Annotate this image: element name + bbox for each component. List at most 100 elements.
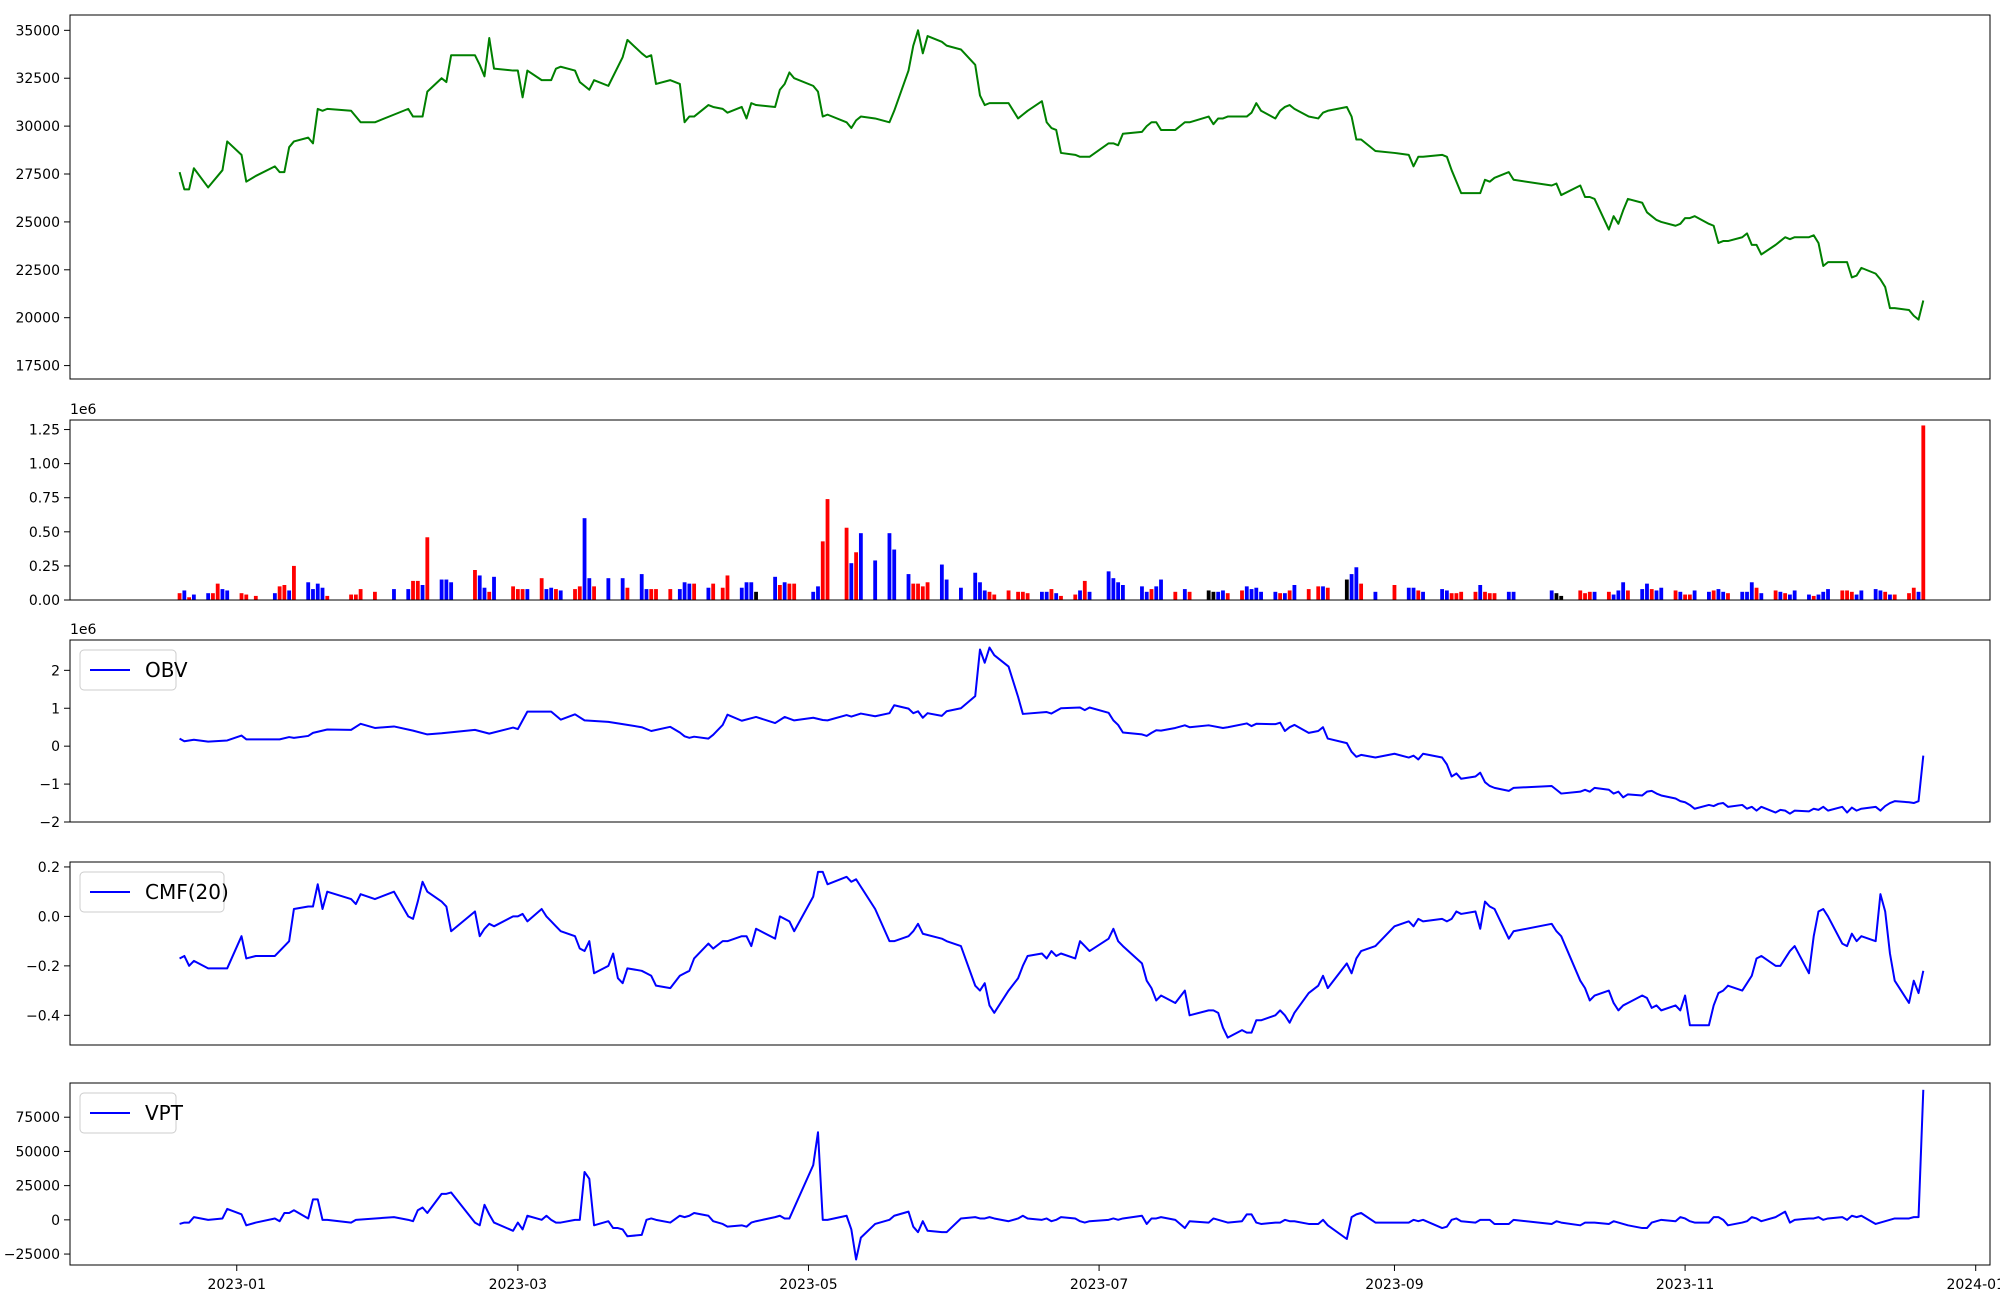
volume-bar (411, 580, 415, 600)
volume-bar (1459, 591, 1464, 600)
volume-bar (1259, 591, 1263, 600)
volume-bar (811, 591, 816, 600)
volume-bar (911, 583, 916, 600)
volume-bar (916, 583, 920, 600)
volume-bar (1316, 586, 1321, 600)
volume-bar (744, 582, 749, 600)
volume-bar (1592, 591, 1597, 600)
volume-bar (1645, 583, 1649, 600)
volume-bar (282, 585, 287, 600)
volume-bar (1221, 590, 1225, 600)
volume-bar (873, 560, 878, 600)
volume-bar (887, 533, 892, 600)
volume-bar (982, 590, 987, 600)
volume-bar (1149, 589, 1154, 600)
volume-bar (1292, 585, 1297, 600)
volume-bar (1787, 594, 1792, 600)
volume-bar (1087, 591, 1092, 600)
cmf-plot-area (179, 870, 1925, 1039)
vpt-plot-area (179, 1089, 1925, 1261)
volume-bar (1411, 587, 1416, 600)
volume-bar (1759, 593, 1764, 600)
volume-bar (306, 582, 311, 600)
volume-bar (1807, 594, 1811, 600)
volume-bar (420, 585, 425, 600)
volume-bar (1106, 571, 1111, 600)
volume-bar (1344, 579, 1349, 600)
volume-bar (1078, 590, 1082, 600)
volume-bar (1120, 585, 1125, 600)
price-ytick-label: 17500 (15, 359, 60, 375)
volume-bar (1606, 591, 1611, 600)
vpt-ytick-label: 75000 (15, 1110, 60, 1126)
volume-bar (211, 593, 215, 600)
x-tick-label: 2023-11 (1656, 1277, 1715, 1293)
volume-bar (939, 564, 944, 600)
volume-bar (777, 585, 782, 600)
volume-bar (582, 518, 587, 600)
volume-bar (1859, 590, 1864, 600)
volume-bar (406, 589, 411, 600)
volume-bar (606, 578, 611, 600)
volume-ytick-label: 0.00 (29, 593, 60, 609)
volume-bar (1416, 590, 1421, 600)
x-tick-label: 2023-03 (489, 1277, 548, 1293)
volume-bar (1711, 590, 1716, 600)
volume-bar (644, 589, 649, 600)
volume-bar (1626, 590, 1630, 600)
price-frame (69, 14, 1991, 380)
volume-bar (687, 583, 692, 600)
volume-bar (1616, 590, 1621, 600)
volume-bar (1225, 593, 1230, 600)
volume-bar (177, 593, 182, 600)
volume-bar (782, 582, 787, 600)
volume-bar (920, 586, 925, 600)
price-ytick-label: 20000 (15, 311, 60, 327)
volume-bar (449, 582, 454, 600)
volume-bar (1206, 590, 1211, 600)
obv-plot-area (179, 646, 1925, 815)
volume-bar (558, 590, 563, 600)
volume-bar (287, 590, 292, 600)
volume-bar (544, 589, 549, 600)
volume-bar (844, 527, 849, 600)
volume-bar (525, 589, 530, 600)
x-tick-label: 2023-05 (779, 1277, 838, 1293)
volume-bar (625, 587, 630, 600)
obv-series-line (179, 646, 1925, 815)
volume-bar (1687, 594, 1692, 600)
volume-bar (654, 589, 658, 600)
volume-bar (739, 587, 744, 600)
volume-bar (1306, 589, 1311, 600)
volume-bar (349, 594, 353, 600)
volume-bar (220, 589, 225, 600)
volume-bar (487, 591, 492, 600)
volume-bar (1659, 587, 1664, 600)
vpt-series-line (179, 1089, 1925, 1261)
volume-bar (906, 574, 911, 600)
volume-bar (1325, 587, 1330, 600)
volume-bar (182, 590, 187, 600)
volume-bar (444, 579, 449, 600)
volume-bar (1321, 586, 1325, 600)
volume-bar (1854, 594, 1859, 600)
volume-bar (1349, 574, 1354, 600)
volume-bar (592, 586, 596, 600)
volume-bar (358, 589, 363, 600)
volume-bar (1359, 583, 1364, 600)
volume-bar (1749, 582, 1754, 600)
volume-bar (1873, 589, 1878, 600)
x-tick-label: 2023-07 (1070, 1277, 1129, 1293)
volume-bar (473, 570, 477, 600)
volume-bar (1483, 591, 1487, 600)
volume-bar (720, 587, 725, 600)
volume-bar (482, 587, 487, 600)
volume-bar (1754, 587, 1759, 600)
obv-ytick-label: −2 (39, 815, 60, 831)
volume-bar (1492, 593, 1497, 600)
volume-bar (1059, 595, 1063, 600)
volume-ytick-label: 0.25 (29, 559, 60, 575)
volume-bar (1511, 591, 1516, 600)
volume-bar (1559, 595, 1564, 600)
